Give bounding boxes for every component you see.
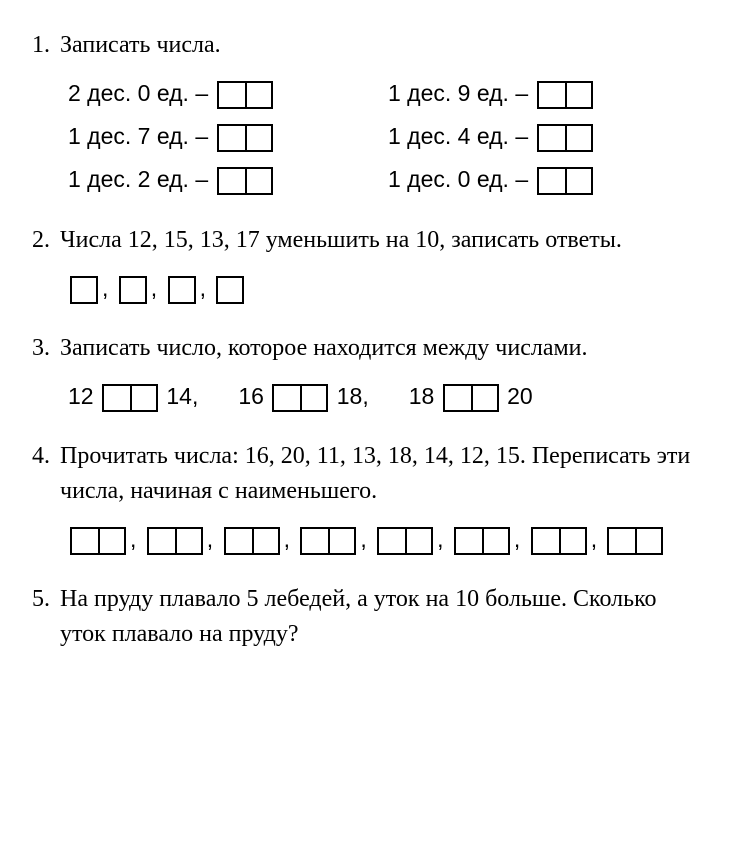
task-3-title: Записать число, которое находится между … [60, 331, 708, 366]
comma: , [207, 526, 220, 552]
task-2-body: , , , [68, 272, 708, 305]
task-1-cell: 2 дес. 0 ед. – [68, 77, 388, 110]
task-3-head: 3. Записать число, которое находится меж… [32, 331, 708, 366]
answer-box-double[interactable] [272, 384, 328, 412]
task-4-title: Прочитать числа: 16, 20, 11, 13, 18, 14,… [60, 439, 708, 509]
between-right: 14, [160, 383, 198, 409]
between-left: 12 [68, 383, 100, 409]
task-3-number: 3. [32, 331, 60, 366]
task-1-number: 1. [32, 28, 60, 63]
task-1-cell: 1 дес. 7 ед. – [68, 120, 388, 153]
answer-box-single[interactable] [216, 276, 244, 304]
comma: , [200, 275, 213, 301]
task-1-body: 2 дес. 0 ед. – 1 дес. 9 ед. – 1 дес. 7 е… [68, 77, 708, 197]
des-ed-label: 1 дес. 2 ед. – [68, 166, 215, 192]
task-4-body: , , , , , , , [68, 523, 708, 556]
between-right: 18, [330, 383, 368, 409]
task-4: 4. Прочитать числа: 16, 20, 11, 13, 18, … [32, 439, 708, 556]
answer-box-double[interactable] [537, 124, 593, 152]
answer-box-double[interactable] [537, 81, 593, 109]
task-5: 5. На пруду плавало 5 лебедей, а уток на… [32, 582, 708, 652]
task-4-number: 4. [32, 439, 60, 474]
task-1-row: 1 дес. 7 ед. – 1 дес. 4 ед. – [68, 120, 708, 153]
comma: , [437, 526, 450, 552]
task-2: 2. Числа 12, 15, 13, 17 уменьшить на 10,… [32, 223, 708, 305]
task-2-number: 2. [32, 223, 60, 258]
task-3: 3. Записать число, которое находится меж… [32, 331, 708, 413]
answer-box-double[interactable] [531, 527, 587, 555]
task-1: 1. Записать числа. 2 дес. 0 ед. – 1 дес.… [32, 28, 708, 197]
answer-box-single[interactable] [70, 276, 98, 304]
task-5-number: 5. [32, 582, 60, 617]
answer-box-double[interactable] [377, 527, 433, 555]
between-group: 18 20 [409, 380, 533, 413]
task-1-row: 1 дес. 2 ед. – 1 дес. 0 ед. – [68, 163, 708, 196]
answer-box-double[interactable] [70, 527, 126, 555]
comma: , [514, 526, 527, 552]
between-right: 20 [501, 383, 533, 409]
answer-box-double[interactable] [217, 124, 273, 152]
comma: , [151, 275, 164, 301]
comma: , [102, 275, 115, 301]
between-group: 12 14, [68, 380, 198, 413]
task-1-title: Записать числа. [60, 28, 708, 63]
des-ed-label: 2 дес. 0 ед. – [68, 80, 215, 106]
task-1-cell: 1 дес. 4 ед. – [388, 120, 708, 153]
task-1-cell: 1 дес. 9 ед. – [388, 77, 708, 110]
between-left: 18 [409, 383, 441, 409]
task-1-row: 2 дес. 0 ед. – 1 дес. 9 ед. – [68, 77, 708, 110]
comma: , [130, 526, 143, 552]
comma: , [360, 526, 373, 552]
task-1-head: 1. Записать числа. [32, 28, 708, 63]
task-1-cell: 1 дес. 2 ед. – [68, 163, 388, 196]
answer-box-double[interactable] [300, 527, 356, 555]
answer-box-double[interactable] [102, 384, 158, 412]
answer-box-double[interactable] [224, 527, 280, 555]
task-1-cell: 1 дес. 0 ед. – [388, 163, 708, 196]
task-5-head: 5. На пруду плавало 5 лебедей, а уток на… [32, 582, 708, 652]
task-3-body: 12 14, 16 18, 18 20 [68, 380, 708, 413]
comma: , [284, 526, 297, 552]
answer-box-double[interactable] [217, 167, 273, 195]
answer-box-double[interactable] [147, 527, 203, 555]
answer-box-double[interactable] [607, 527, 663, 555]
comma: , [591, 526, 604, 552]
answer-box-double[interactable] [443, 384, 499, 412]
task-5-title: На пруду плавало 5 лебедей, а уток на 10… [60, 582, 708, 652]
between-group: 16 18, [238, 380, 368, 413]
des-ed-label: 1 дес. 0 ед. – [388, 166, 535, 192]
des-ed-label: 1 дес. 7 ед. – [68, 123, 215, 149]
answer-box-double[interactable] [217, 81, 273, 109]
answer-box-double[interactable] [454, 527, 510, 555]
task-4-head: 4. Прочитать числа: 16, 20, 11, 13, 18, … [32, 439, 708, 509]
des-ed-label: 1 дес. 4 ед. – [388, 123, 535, 149]
answer-box-single[interactable] [119, 276, 147, 304]
between-left: 16 [238, 383, 270, 409]
answer-box-double[interactable] [537, 167, 593, 195]
task-2-head: 2. Числа 12, 15, 13, 17 уменьшить на 10,… [32, 223, 708, 258]
des-ed-label: 1 дес. 9 ед. – [388, 80, 535, 106]
answer-box-single[interactable] [168, 276, 196, 304]
task-2-title: Числа 12, 15, 13, 17 уменьшить на 10, за… [60, 223, 708, 258]
